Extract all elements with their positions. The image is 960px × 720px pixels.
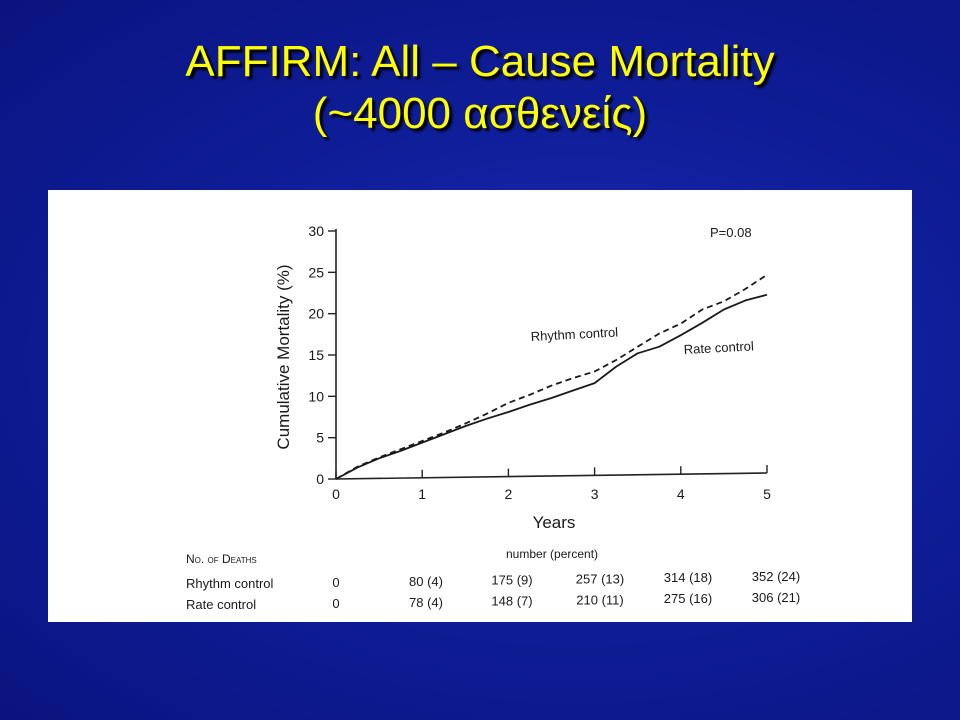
y-tick-label: 25 [308, 264, 324, 280]
figure-panel: 0 5 10 15 20 25 30 0 1 2 3 4 5 Cumulative Mortality … [48, 190, 912, 622]
deaths-table-subtitle: number (percent) [506, 547, 598, 561]
series-line-rate-control [335, 293, 768, 480]
deaths-cell: 210 (11) [576, 592, 623, 607]
y-tick-label: 10 [308, 388, 324, 404]
deaths-table: No. of Deaths number (percent) Rhythm co… [186, 547, 800, 612]
x-tick-label: 2 [505, 486, 513, 502]
deaths-cell: 0 [332, 575, 339, 590]
series-label-rate-control: Rate control [683, 338, 754, 357]
slide-title: AFFIRM: All – Cause Mortality (~4000 ασθ… [0, 36, 960, 140]
deaths-cell: 148 (7) [491, 594, 532, 609]
deaths-cell: 275 (16) [664, 591, 712, 606]
deaths-row-label-rhythm-control: Rhythm control [186, 576, 274, 591]
slide-title-line-2: (~4000 ασθενείς) [312, 89, 648, 138]
deaths-cell: 78 (4) [409, 595, 443, 610]
deaths-cell: 314 (18) [664, 570, 712, 585]
x-tick-label: 5 [763, 486, 771, 502]
x-tick-label: 3 [591, 486, 599, 502]
y-axis-label: Cumulative Mortality (%) [274, 264, 293, 449]
deaths-cell: 175 (9) [491, 573, 532, 588]
deaths-cell: 80 (4) [409, 574, 443, 589]
y-tick-label: 20 [308, 306, 324, 322]
y-tick-label: 15 [308, 347, 324, 363]
p-value-annotation: P=0.08 [710, 225, 752, 240]
deaths-cell: 306 (21) [752, 590, 800, 605]
series-label-rhythm-control: Rhythm control [530, 324, 618, 344]
y-tick-label: 0 [316, 471, 324, 487]
deaths-cell: 0 [332, 596, 339, 611]
x-axis-label: Years [533, 513, 576, 532]
mortality-chart: 0 5 10 15 20 25 30 0 1 2 3 4 5 Cumulative Mortality … [186, 223, 800, 612]
x-tick-label: 1 [418, 486, 426, 502]
deaths-row-label-rate-control: Rate control [186, 597, 256, 612]
x-tick-label: 0 [332, 486, 340, 502]
y-tick-label: 5 [316, 430, 324, 446]
y-tick-label: 30 [308, 223, 324, 239]
deaths-table-title: No. of Deaths [186, 552, 257, 566]
x-tick-label: 4 [677, 486, 685, 502]
slide-title-line-1: AFFIRM: All – Cause Mortality [185, 37, 775, 86]
x-axis-line [335, 472, 768, 480]
series-line-rhythm-control [335, 274, 768, 480]
deaths-cell: 257 (13) [576, 571, 624, 586]
deaths-cell: 352 (24) [752, 569, 800, 584]
